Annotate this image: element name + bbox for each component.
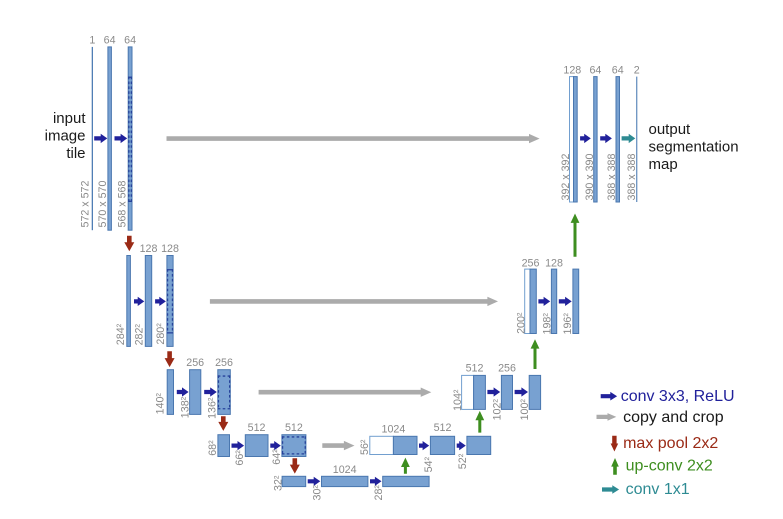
- svg-text:280²: 280²: [155, 323, 167, 345]
- svg-text:570 x 570: 570 x 570: [97, 180, 109, 227]
- svg-text:conv 3x3, ReLU: conv 3x3, ReLU: [621, 388, 735, 405]
- svg-text:tile: tile: [66, 145, 85, 162]
- svg-text:64²: 64²: [271, 449, 283, 465]
- svg-text:568 x 568: 568 x 568: [116, 180, 128, 227]
- svg-text:128: 128: [563, 65, 581, 77]
- svg-text:284²: 284²: [115, 323, 127, 345]
- svg-text:input: input: [53, 110, 86, 127]
- svg-text:256: 256: [498, 362, 516, 374]
- svg-text:64: 64: [589, 65, 601, 77]
- svg-text:output: output: [649, 121, 692, 138]
- svg-text:392 x 392: 392 x 392: [560, 153, 572, 200]
- svg-text:390 x 390: 390 x 390: [584, 153, 596, 200]
- svg-text:512: 512: [248, 422, 266, 434]
- svg-text:64: 64: [124, 35, 136, 47]
- svg-text:conv 1x1: conv 1x1: [626, 481, 690, 498]
- svg-text:max pool 2x2: max pool 2x2: [623, 435, 718, 452]
- svg-text:68²: 68²: [207, 440, 219, 456]
- svg-text:66²: 66²: [234, 450, 246, 466]
- svg-text:128: 128: [161, 243, 179, 255]
- svg-text:segmentation: segmentation: [649, 138, 739, 155]
- svg-text:image: image: [45, 128, 86, 145]
- svg-text:256: 256: [215, 357, 233, 369]
- svg-text:104²: 104²: [452, 389, 464, 411]
- svg-text:200²: 200²: [515, 312, 527, 334]
- svg-text:128: 128: [545, 258, 563, 270]
- svg-text:256: 256: [522, 258, 540, 270]
- svg-text:54²: 54²: [423, 457, 435, 473]
- svg-text:140²: 140²: [155, 393, 167, 415]
- svg-text:512: 512: [434, 422, 452, 434]
- svg-text:1: 1: [89, 35, 95, 47]
- svg-text:388 x 388: 388 x 388: [626, 153, 638, 200]
- svg-text:1024: 1024: [333, 464, 357, 476]
- svg-text:572 x 572: 572 x 572: [79, 180, 91, 227]
- svg-text:256: 256: [186, 357, 204, 369]
- svg-text:388 x 388: 388 x 388: [606, 153, 618, 200]
- svg-text:64: 64: [104, 35, 116, 47]
- svg-text:136²: 136²: [207, 397, 219, 419]
- svg-text:512: 512: [466, 362, 484, 374]
- svg-text:198²: 198²: [542, 313, 554, 335]
- svg-text:32²: 32²: [272, 475, 284, 491]
- svg-text:138²: 138²: [180, 396, 192, 418]
- svg-text:100²: 100²: [519, 399, 531, 421]
- svg-text:52²: 52²: [457, 453, 469, 469]
- svg-text:196²: 196²: [562, 313, 574, 335]
- svg-text:map: map: [649, 156, 678, 173]
- svg-text:282²: 282²: [134, 324, 146, 346]
- svg-text:30²: 30²: [311, 485, 323, 501]
- svg-text:copy and crop: copy and crop: [623, 409, 724, 426]
- svg-text:64: 64: [612, 65, 624, 77]
- svg-text:up-conv 2x2: up-conv 2x2: [626, 457, 713, 474]
- svg-text:56²: 56²: [359, 439, 371, 455]
- svg-text:512: 512: [285, 422, 303, 434]
- svg-text:2: 2: [634, 65, 640, 77]
- svg-text:128: 128: [140, 243, 158, 255]
- svg-text:1024: 1024: [382, 423, 406, 435]
- svg-text:102²: 102²: [491, 399, 503, 421]
- svg-text:28²: 28²: [373, 485, 385, 501]
